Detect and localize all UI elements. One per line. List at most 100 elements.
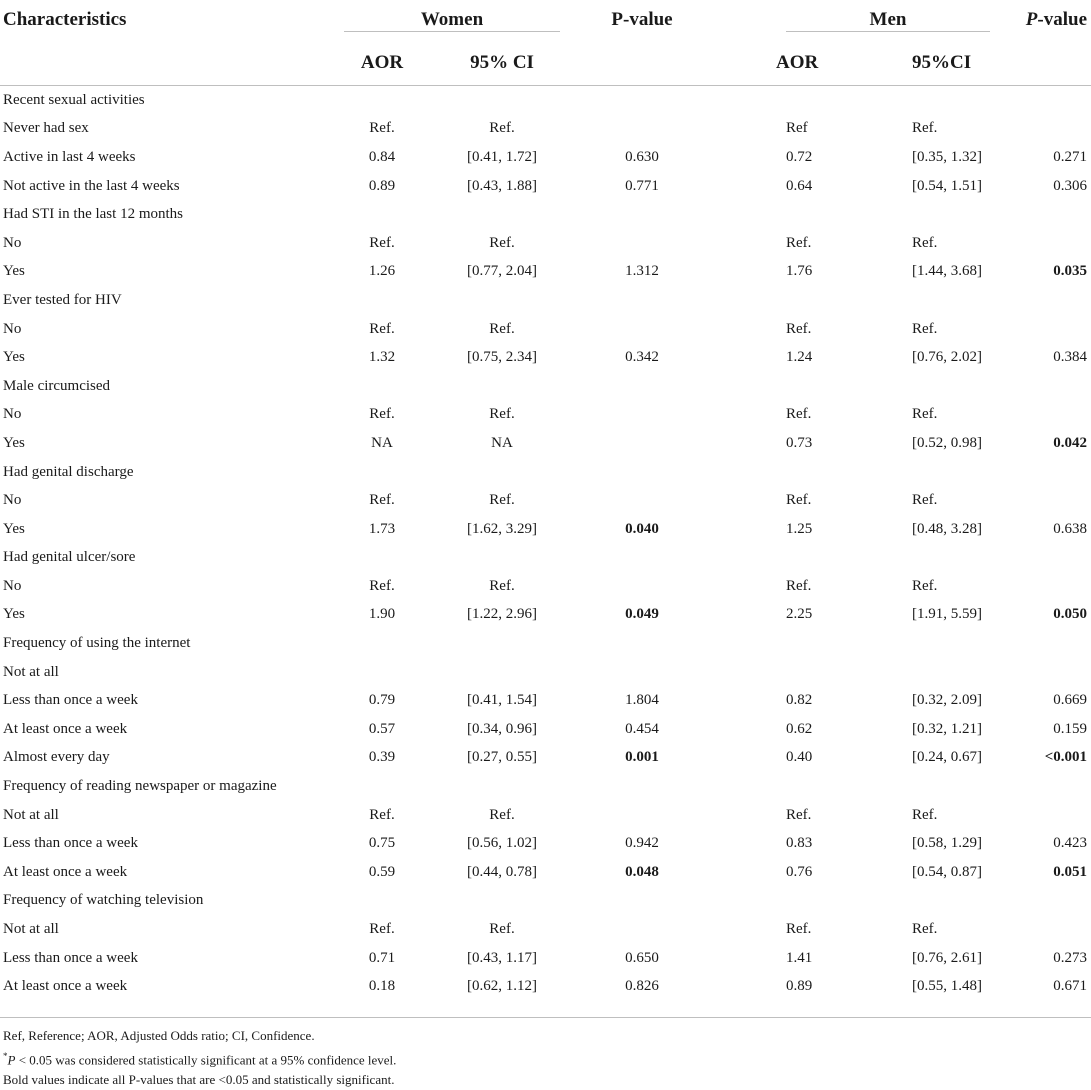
women-ci-cell: [0.75, 2.34]: [467, 349, 537, 366]
empty-cell: [432, 658, 572, 687]
men-ci-cell: Ref.: [912, 921, 938, 938]
empty-cell: [712, 629, 774, 658]
header-men-ci: 95%CI: [912, 40, 1002, 86]
section-row: Had STI in the last 12 months: [0, 200, 1091, 229]
women-ci-cell: Ref.: [489, 806, 515, 823]
empty-cell: [912, 286, 1002, 315]
table-row: Yes 1.26 [0.77, 2.04] 1.312 1.76 [1.44, 3.68]…: [0, 258, 1091, 287]
empty-cell: [774, 658, 912, 687]
section-label: Had STI in the last 12 months: [3, 206, 183, 223]
spacer-cell: [712, 715, 774, 744]
men-ci-cell: [0.55, 1.48]: [912, 978, 982, 995]
women-aor-cell: 0.39: [368, 749, 396, 766]
women-ci-cell: Ref.: [489, 921, 515, 938]
results-table: Characteristics Women P-value Men P-valu…: [0, 0, 1091, 995]
men-ci-cell: Ref.: [912, 406, 938, 423]
women-pvalue-cell: 0.826: [625, 978, 659, 995]
row-label: Yes: [3, 606, 25, 623]
spacer-cell: [712, 601, 774, 630]
men-pvalue-cell: 0.271: [1053, 148, 1087, 165]
spacer-cell: [712, 486, 774, 515]
empty-cell: [1002, 772, 1091, 801]
women-aor-cell: 0.71: [368, 949, 396, 966]
empty-cell: [572, 658, 712, 687]
empty-cell: [432, 544, 572, 573]
row-label: Less than once a week: [3, 692, 138, 709]
empty-cell: [774, 86, 912, 115]
row-label: Not at all: [3, 921, 59, 938]
women-aor-cell: 1.32: [368, 349, 396, 366]
empty-cell: [572, 544, 712, 573]
men-pvalue-cell: 0.273: [1053, 949, 1087, 966]
empty-cell: [774, 286, 912, 315]
header-pvalue-men-rest: -value: [1037, 9, 1087, 30]
women-pvalue-cell: 0.001: [625, 749, 659, 766]
women-aor-cell: Ref.: [369, 120, 395, 137]
women-ci-cell: Ref.: [489, 320, 515, 337]
table-row: No Ref. Ref. Ref. Ref.: [0, 486, 1091, 515]
row-label: Yes: [3, 263, 25, 280]
women-pvalue-cell: [572, 115, 712, 144]
men-aor-cell: Ref.: [786, 921, 812, 938]
spacer-cell: [712, 801, 774, 830]
section-row: Recent sexual activities: [0, 86, 1091, 115]
section-label: Male circumcised: [3, 377, 111, 394]
spacer-cell: [712, 343, 774, 372]
women-ci-cell: [0.43, 1.17]: [467, 949, 537, 966]
table-row: Yes 1.90 [1.22, 2.96] 0.049 2.25 [1.91, 5.59]…: [0, 601, 1091, 630]
empty-cell: [572, 772, 712, 801]
table-header: Characteristics Women P-value Men P-valu…: [0, 0, 1091, 86]
spacer-cell: [712, 944, 774, 973]
footnote-significance: *P < 0.05 was considered statistically s…: [3, 1046, 1091, 1070]
row-label: No: [3, 234, 22, 251]
empty-cell: [712, 887, 774, 916]
empty-cell: [332, 544, 432, 573]
women-ci-cell: Ref.: [489, 577, 515, 594]
section-label: Frequency of reading newspaper or magazi…: [3, 778, 277, 795]
men-pvalue-cell: 0.050: [1053, 606, 1087, 623]
table-row: No Ref. Ref. Ref. Ref.: [0, 229, 1091, 258]
row-label: At least once a week: [3, 720, 128, 737]
row-label: No: [3, 320, 22, 337]
spacer-cell: [712, 401, 774, 430]
women-ci-cell: [0.34, 0.96]: [467, 720, 537, 737]
row-label: No: [3, 406, 22, 423]
row-label: Yes: [3, 349, 25, 366]
women-ci-cell: Ref.: [489, 120, 515, 137]
empty-cell: [774, 772, 912, 801]
header-men-aor: AOR: [774, 40, 912, 86]
men-aor-cell: Ref.: [786, 406, 812, 423]
empty-cell: [432, 86, 572, 115]
empty-cell: [912, 658, 1002, 687]
men-ci-cell: Ref.: [912, 577, 938, 594]
women-aor-cell: 1.73: [368, 520, 396, 537]
section-label: Not at all: [3, 663, 59, 680]
women-pvalue-cell: [572, 315, 712, 344]
table-row: Less than once a week 0.71 [0.43, 1.17] 0.6…: [0, 944, 1091, 973]
empty-cell: [432, 286, 572, 315]
women-pvalue-cell: 0.049: [625, 606, 659, 623]
empty-cell: [1002, 286, 1091, 315]
women-pvalue-cell: 0.342: [625, 349, 659, 366]
men-ci-cell: [0.76, 2.61]: [912, 949, 982, 966]
table-row: Less than once a week 0.75 [0.56, 1.02] 0.9…: [0, 829, 1091, 858]
table-row: Not at all Ref. Ref. Ref. Ref.: [0, 801, 1091, 830]
men-aor-cell: Ref.: [786, 234, 812, 251]
men-aor-cell: 1.25: [786, 520, 813, 537]
table-row: Yes NA NA 0.73 [0.52, 0.98] 0.042: [0, 429, 1091, 458]
empty-cell: [912, 772, 1002, 801]
women-ci-cell: Ref.: [489, 234, 515, 251]
row-label: Active in last 4 weeks: [3, 148, 136, 165]
empty-cell: [912, 86, 1002, 115]
empty-cell: [432, 887, 572, 916]
spacer-cell: [712, 572, 774, 601]
empty-cell: [912, 200, 1002, 229]
table-row: At least once a week 0.57 [0.34, 0.96] 0.45…: [0, 715, 1091, 744]
men-ci-cell: [0.76, 2.02]: [912, 349, 982, 366]
men-aor-cell: 0.72: [786, 148, 813, 165]
table-row: No Ref. Ref. Ref. Ref.: [0, 572, 1091, 601]
empty-cell: [712, 372, 774, 401]
women-pvalue-cell: [572, 572, 712, 601]
empty-cell: [432, 772, 572, 801]
women-group-rule: [344, 31, 560, 32]
